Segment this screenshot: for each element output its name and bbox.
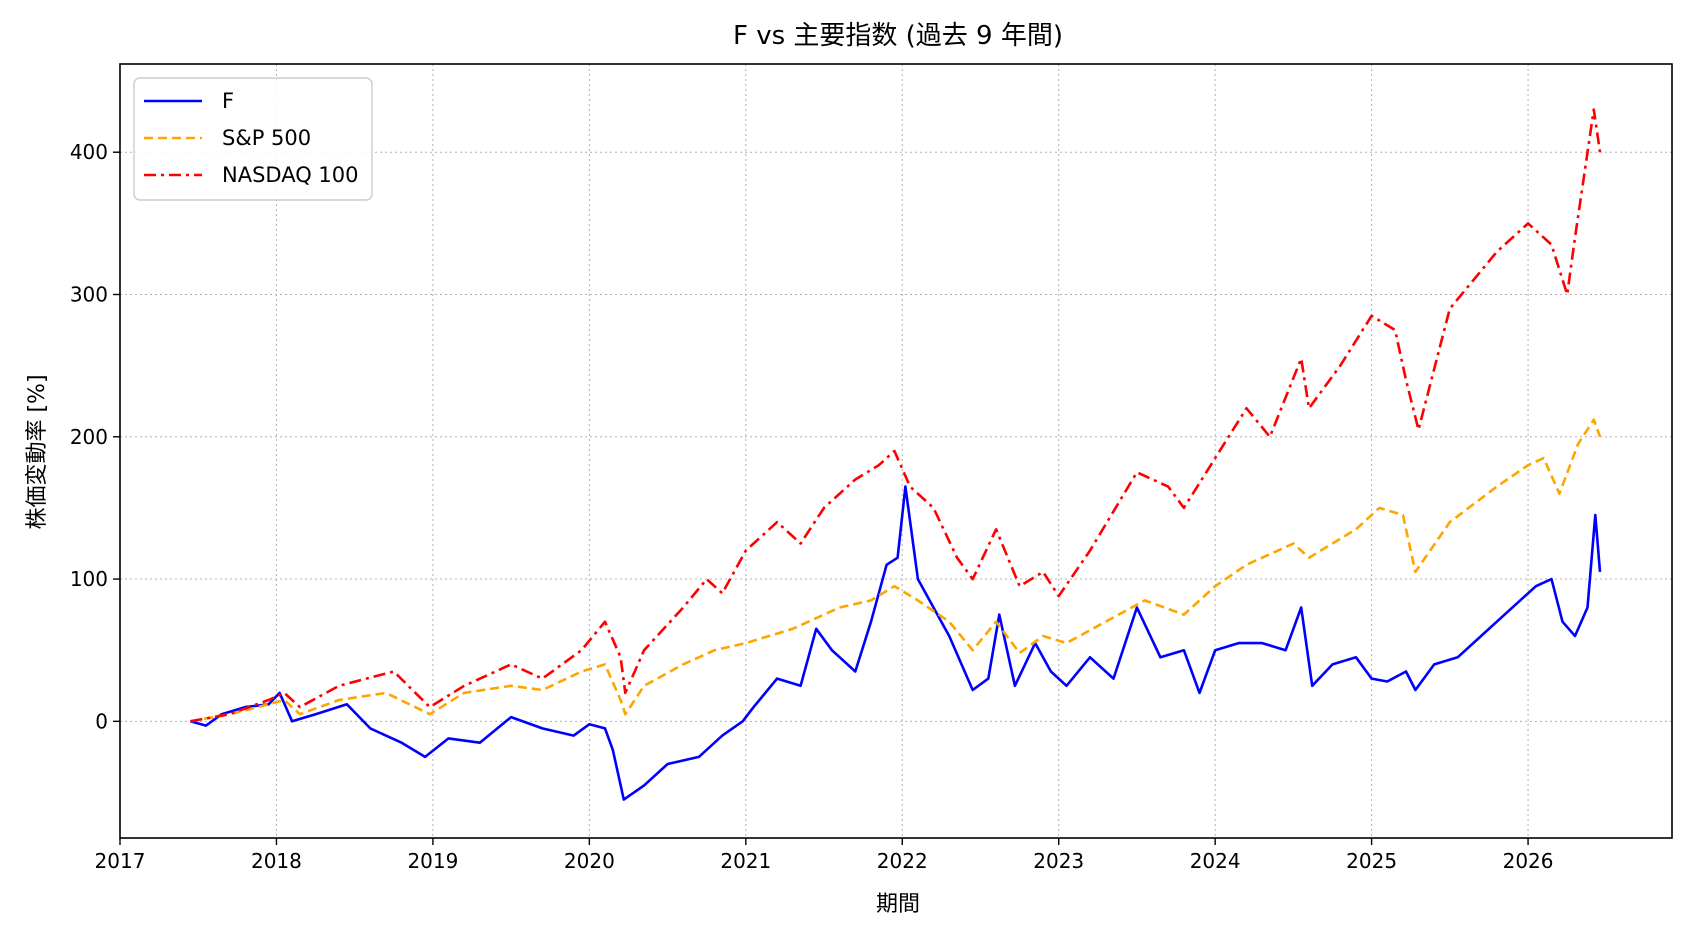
series-line-nasdaq-100 <box>190 108 1602 723</box>
x-tick-label: 2017 <box>95 849 146 873</box>
legend-label: S&P 500 <box>222 126 311 150</box>
x-tick-label: 2022 <box>877 849 928 873</box>
axes: 2017 2018 2019 2020 2021 2022 2023 2024 2025 2026… <box>70 140 1554 873</box>
x-tick-label: 2019 <box>407 849 458 873</box>
grid <box>119 64 1672 838</box>
series-line-s-p-500 <box>190 418 1602 723</box>
chart-title: F vs 主要指数 (過去 9 年間) <box>733 21 1063 51</box>
legend-label: NASDAQ 100 <box>222 163 359 187</box>
legend: F S&P 500 NASDAQ 100 <box>133 77 373 201</box>
x-tick-label: 2021 <box>720 849 771 873</box>
plot-frame <box>119 63 1673 839</box>
y-tick-label: 400 <box>70 140 108 164</box>
x-tick-label: 2023 <box>1033 849 1084 873</box>
x-tick-label: 2024 <box>1190 849 1241 873</box>
legend-box <box>133 77 373 201</box>
series-line-f <box>190 485 1602 801</box>
y-tick-label: 200 <box>70 425 108 449</box>
x-tick-label: 2018 <box>251 849 302 873</box>
x-axis-label: 期間 <box>876 892 920 917</box>
x-tick-label: 2026 <box>1503 849 1554 873</box>
series-lines <box>190 108 1602 801</box>
y-axis-label: 株価変動率 [%] <box>25 374 50 529</box>
x-tick-label: 2025 <box>1346 849 1397 873</box>
y-tick-label: 100 <box>70 567 108 591</box>
y-tick-label: 0 <box>95 709 108 733</box>
y-tick-label: 300 <box>70 282 108 306</box>
x-tick-label: 2020 <box>564 849 615 873</box>
legend-label: F <box>222 89 234 113</box>
